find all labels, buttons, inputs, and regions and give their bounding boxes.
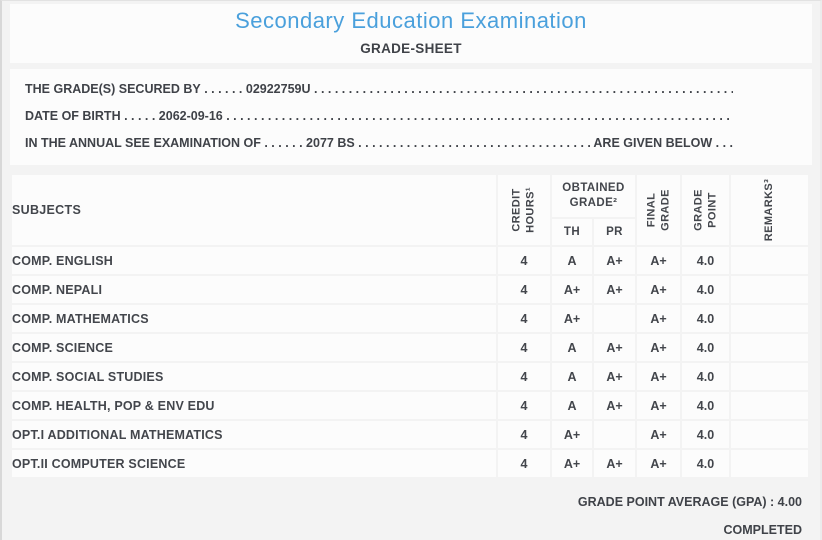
remarks-cell: [731, 392, 808, 419]
credit-hours-cell: 4: [498, 276, 550, 303]
candidate-info-section: THE GRADE(S) SECURED BY . . . . . . 0292…: [10, 69, 812, 165]
table-row: OPT.I ADDITIONAL MATHEMATICS 4 A+ A+ 4.0: [12, 421, 808, 448]
th-grade-cell: A: [552, 334, 592, 361]
subject-cell: COMP. SOCIAL STUDIES: [12, 363, 496, 390]
final-grade-cell: A+: [637, 276, 680, 303]
grade-sheet-subtitle: GRADE-SHEET: [360, 41, 462, 56]
theory-column-header: TH: [552, 219, 592, 245]
remarks-cell: [731, 276, 808, 303]
dot-leader: . . . . . .: [200, 82, 246, 96]
pr-grade-cell: [594, 421, 635, 448]
subject-cell: COMP. HEALTH, POP & ENV EDU: [12, 392, 496, 419]
grade-point-cell: 4.0: [682, 334, 729, 361]
final-grade-cell: A+: [637, 363, 680, 390]
subjects-header: SUBJECTS: [12, 175, 496, 245]
final-grade-cell: A+: [637, 305, 680, 332]
grade-point-cell: 4.0: [682, 305, 729, 332]
info-line-date-of-birth: DATE OF BIRTH . . . . . 2062-09-16 . . .…: [25, 103, 733, 130]
table-row: COMP. SCIENCE 4 A A+ A+ 4.0: [12, 334, 808, 361]
remarks-header: REMARKS³: [731, 175, 808, 245]
pr-grade-cell: A+: [594, 392, 635, 419]
completion-status: COMPLETED: [723, 523, 802, 537]
grade-point-cell: 4.0: [682, 392, 729, 419]
results-table: SUBJECTS CREDIT HOURS¹ OBTAINED GRADE² F…: [10, 173, 810, 479]
credit-hours-cell: 4: [498, 421, 550, 448]
subject-cell: COMP. MATHEMATICS: [12, 305, 496, 332]
remarks-cell: [731, 363, 808, 390]
are-given-below-text: ARE GIVEN BELOW . . .: [593, 136, 733, 150]
symbol-number-value: 02922759U: [245, 82, 311, 96]
practical-column-header: PR: [594, 219, 635, 245]
gpa-text: GRADE POINT AVERAGE (GPA) : 4.00: [577, 495, 802, 509]
obtained-grade-header: OBTAINED GRADE²: [552, 175, 635, 217]
table-row: COMP. ENGLISH 4 A A+ A+ 4.0: [12, 247, 808, 274]
pr-grade-cell: A+: [594, 363, 635, 390]
info-line-symbol-number: THE GRADE(S) SECURED BY . . . . . . 0292…: [25, 76, 733, 103]
grade-point-cell: 4.0: [682, 450, 729, 477]
grades-secured-label: THE GRADE(S) SECURED BY: [25, 82, 201, 96]
summary-section: GRADE POINT AVERAGE (GPA) : 4.00 COMPLET…: [10, 495, 812, 537]
info-line-exam-year: IN THE ANNUAL SEE EXAMINATION OF . . . .…: [25, 130, 733, 157]
pr-grade-cell: A+: [594, 450, 635, 477]
subject-cell: COMP. NEPALI: [12, 276, 496, 303]
exam-year-label: IN THE ANNUAL SEE EXAMINATION OF: [25, 136, 261, 150]
final-grade-header: FINAL GRADE: [637, 175, 680, 245]
th-grade-cell: A+: [552, 276, 592, 303]
dot-leader: . . . . . . . . . . . . . . . . . . . . …: [222, 109, 733, 123]
final-grade-cell: A+: [637, 247, 680, 274]
final-grade-cell: A+: [637, 334, 680, 361]
credit-hours-cell: 4: [498, 334, 550, 361]
table-row: COMP. HEALTH, POP & ENV EDU 4 A A+ A+ 4.…: [12, 392, 808, 419]
remarks-cell: [731, 334, 808, 361]
table-row: COMP. MATHEMATICS 4 A+ A+ 4.0: [12, 305, 808, 332]
th-grade-cell: A+: [552, 421, 592, 448]
table-row: COMP. NEPALI 4 A+ A+ A+ 4.0: [12, 276, 808, 303]
th-grade-cell: A: [552, 247, 592, 274]
dot-leader: . . . . . . . . . . . . . . . . . . . . …: [358, 136, 591, 150]
dot-leader: . . . . . .: [260, 136, 307, 150]
final-grade-cell: A+: [637, 421, 680, 448]
credit-hours-header: CREDIT HOURS¹: [498, 175, 550, 245]
date-of-birth-value: 2062-09-16: [158, 109, 223, 123]
credit-hours-cell: 4: [498, 363, 550, 390]
remarks-cell: [731, 305, 808, 332]
credit-hours-cell: 4: [498, 392, 550, 419]
final-grade-cell: A+: [637, 392, 680, 419]
final-grade-cell: A+: [637, 450, 680, 477]
th-grade-cell: A+: [552, 450, 592, 477]
grade-point-cell: 4.0: [682, 247, 729, 274]
page-title: Secondary Education Examination: [235, 8, 587, 33]
grade-point-cell: 4.0: [682, 276, 729, 303]
remarks-cell: [731, 421, 808, 448]
exam-year-value: 2077 BS: [306, 136, 355, 150]
pr-grade-cell: A+: [594, 276, 635, 303]
title-section: Secondary Education Examination GRADE-SH…: [10, 4, 812, 63]
pr-grade-cell: A+: [594, 247, 635, 274]
subject-cell: OPT.II COMPUTER SCIENCE: [12, 450, 496, 477]
table-row: OPT.II COMPUTER SCIENCE 4 A+ A+ A+ 4.0: [12, 450, 808, 477]
th-grade-cell: A: [552, 392, 592, 419]
grade-point-cell: 4.0: [682, 421, 729, 448]
subject-cell: COMP. ENGLISH: [12, 247, 496, 274]
date-of-birth-label: DATE OF BIRTH: [25, 109, 121, 123]
th-grade-cell: A: [552, 363, 592, 390]
table-row: COMP. SOCIAL STUDIES 4 A A+ A+ 4.0: [12, 363, 808, 390]
pr-grade-cell: A+: [594, 334, 635, 361]
remarks-cell: [731, 247, 808, 274]
pr-grade-cell: [594, 305, 635, 332]
credit-hours-cell: 4: [498, 305, 550, 332]
grade-point-cell: 4.0: [682, 363, 729, 390]
dot-leader: . . . . .: [120, 109, 159, 123]
credit-hours-cell: 4: [498, 450, 550, 477]
grade-point-header: GRADE POINT: [682, 175, 729, 245]
credit-hours-cell: 4: [498, 247, 550, 274]
remarks-cell: [731, 450, 808, 477]
subject-cell: OPT.I ADDITIONAL MATHEMATICS: [12, 421, 496, 448]
dot-leader: . . . . . . . . . . . . . . . . . . . . …: [314, 82, 733, 96]
th-grade-cell: A+: [552, 305, 592, 332]
subject-cell: COMP. SCIENCE: [12, 334, 496, 361]
